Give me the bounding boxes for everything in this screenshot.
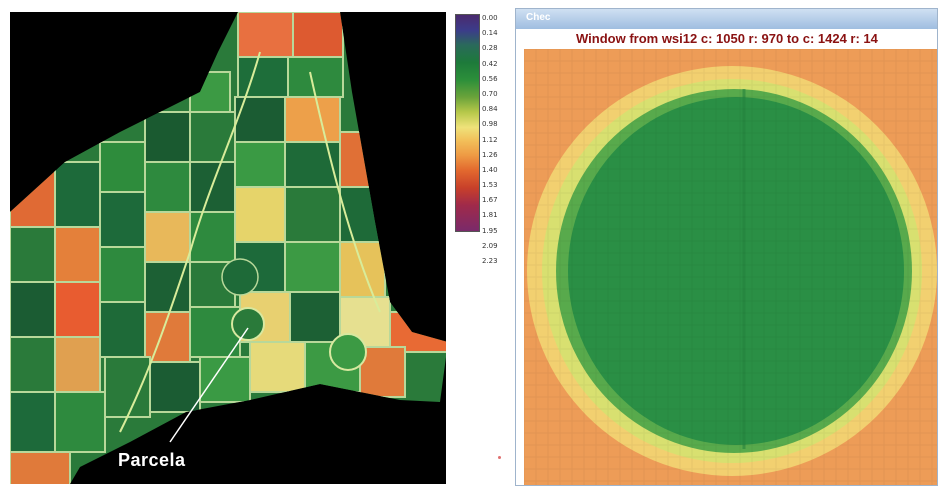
legend-tick: 1.53	[482, 181, 498, 190]
window-caption: Window from wsi12 c: 1050 r: 970 to c: 1…	[576, 31, 878, 46]
pivot-field-raster	[524, 49, 937, 485]
legend-tick: 0.28	[482, 44, 498, 53]
legend-tick: 0.42	[482, 59, 498, 68]
legend-tick: 0.14	[482, 29, 498, 38]
classified-map-panel: Parcela	[10, 12, 446, 484]
zoom-window[interactable]: Chec Window from wsi12 c: 1050 r: 970 to…	[515, 8, 938, 486]
legend-tick: 1.95	[482, 226, 498, 235]
window-titlebar[interactable]: Chec	[516, 9, 937, 29]
legend-tick: 1.26	[482, 150, 498, 159]
legend-tick: 1.67	[482, 196, 498, 205]
cursor-dot	[498, 456, 501, 459]
color-scale-legend: 0.00 0.14 0.28 0.42 0.56 0.70 0.84 0.98 …	[455, 14, 511, 265]
legend-tick: 2.09	[482, 241, 498, 250]
window-title: Chec	[526, 12, 551, 23]
legend-tick: 0.56	[482, 74, 498, 83]
legend-color-bar	[455, 14, 480, 232]
legend-tick: 1.12	[482, 135, 498, 144]
classified-map	[10, 12, 446, 484]
legend-tick: 0.98	[482, 120, 498, 129]
zoomed-raster-view[interactable]	[524, 49, 937, 485]
parcela-callout-label: Parcela	[118, 450, 186, 470]
legend-tick: 1.40	[482, 165, 498, 174]
legend-tick: 0.70	[482, 89, 498, 98]
legend-tick-labels: 0.00 0.14 0.28 0.42 0.56 0.70 0.84 0.98 …	[482, 11, 498, 269]
legend-tick: 1.81	[482, 211, 498, 220]
legend-tick: 2.23	[482, 257, 498, 265]
legend-tick: 0.84	[482, 105, 498, 114]
legend-tick: 0.00	[482, 14, 498, 22]
